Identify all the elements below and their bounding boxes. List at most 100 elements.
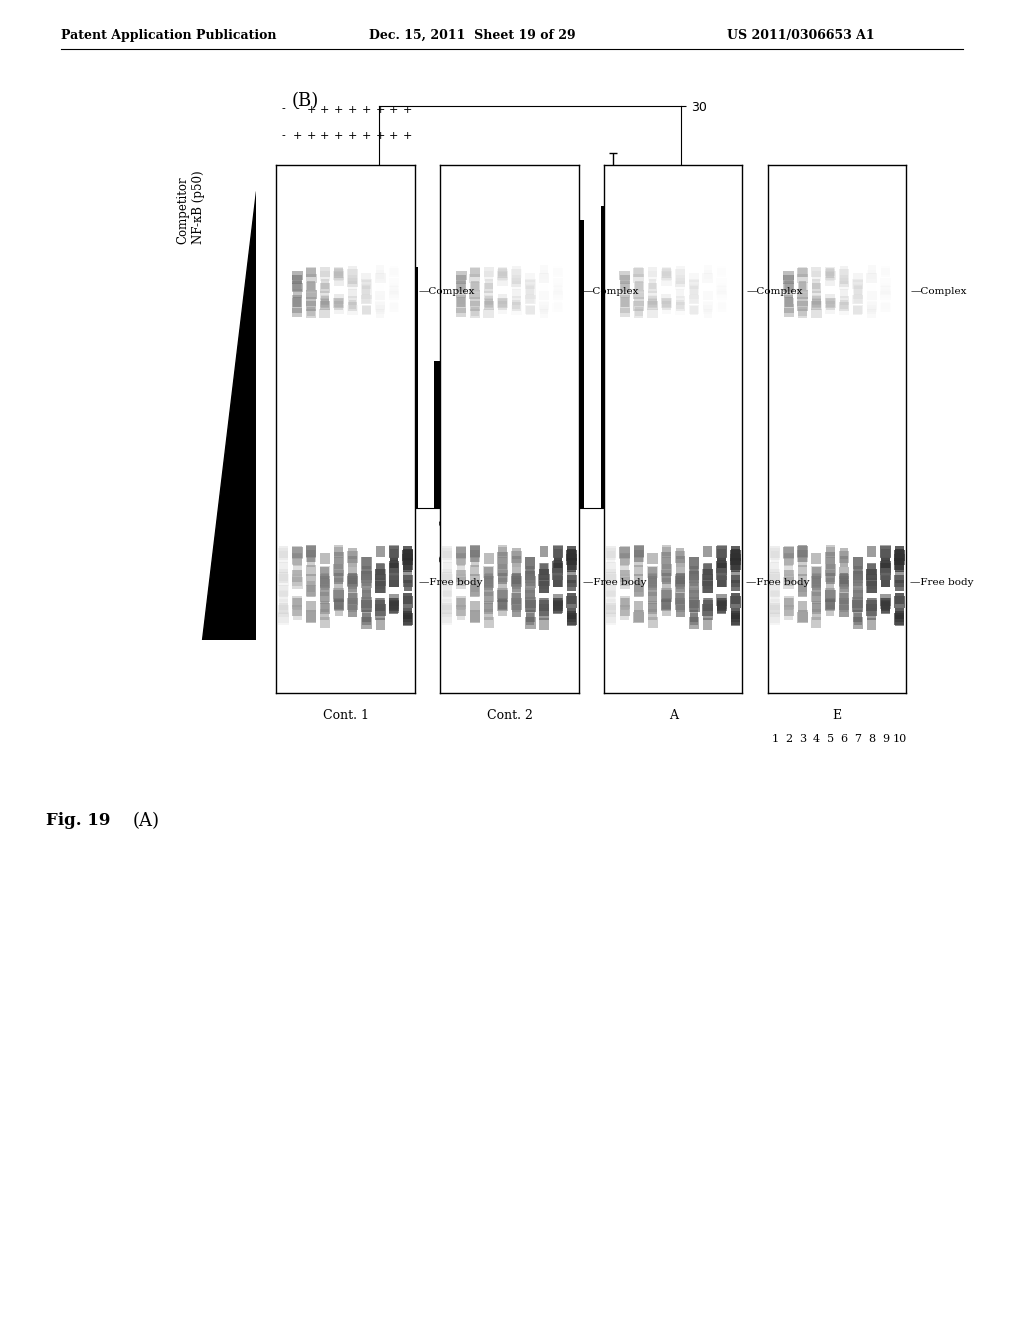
- Bar: [882, 549, 890, 561]
- Bar: [498, 269, 508, 279]
- Bar: [690, 612, 698, 624]
- Bar: [867, 271, 876, 280]
- Bar: [663, 546, 671, 558]
- Bar: [553, 568, 563, 579]
- Bar: [457, 281, 466, 290]
- Text: —Free body: —Free body: [746, 578, 810, 586]
- Bar: [512, 601, 521, 611]
- Bar: [881, 286, 891, 296]
- Text: +: +: [306, 104, 315, 115]
- Bar: [840, 548, 848, 560]
- Bar: [825, 294, 836, 304]
- Bar: [867, 564, 876, 576]
- Bar: [648, 300, 656, 309]
- Bar: [375, 301, 385, 310]
- Bar: [702, 302, 713, 312]
- Bar: [321, 272, 330, 281]
- Bar: [512, 581, 521, 591]
- Bar: [348, 573, 357, 585]
- Bar: [292, 271, 303, 280]
- Bar: [825, 599, 836, 610]
- Bar: [648, 578, 656, 590]
- Bar: [881, 598, 891, 610]
- Bar: [279, 611, 289, 623]
- Bar: [717, 598, 727, 610]
- Bar: [389, 576, 398, 587]
- Bar: [798, 586, 807, 598]
- Bar: [361, 289, 372, 298]
- Bar: [799, 556, 807, 566]
- Bar: [540, 305, 549, 314]
- Bar: [676, 593, 685, 603]
- Bar: [526, 285, 535, 294]
- Bar: [442, 572, 453, 583]
- Bar: [554, 549, 562, 561]
- Bar: [442, 599, 452, 610]
- Text: +: +: [306, 131, 315, 141]
- Bar: [306, 586, 315, 598]
- Bar: [334, 301, 343, 310]
- Bar: [689, 601, 698, 612]
- Text: +: +: [321, 131, 330, 141]
- Bar: [689, 618, 699, 628]
- Bar: [470, 546, 480, 558]
- Text: +: +: [389, 131, 398, 141]
- Bar: [306, 601, 315, 612]
- Bar: [620, 574, 630, 586]
- Bar: [389, 598, 398, 610]
- Bar: [539, 569, 549, 581]
- Bar: [389, 601, 398, 612]
- Bar: [840, 578, 848, 590]
- Bar: [306, 550, 315, 562]
- Bar: [881, 279, 891, 288]
- Bar: [499, 268, 507, 277]
- Text: Cont. 2: Cont. 2: [486, 709, 532, 722]
- Bar: [770, 603, 779, 614]
- Bar: [770, 585, 779, 597]
- Bar: [484, 578, 493, 590]
- Text: Cont. 1: Cont. 1: [323, 709, 369, 722]
- Text: +: +: [348, 104, 357, 115]
- Bar: [567, 615, 577, 626]
- Bar: [402, 549, 414, 561]
- Bar: [825, 277, 836, 286]
- Bar: [798, 574, 807, 586]
- Bar: [498, 557, 507, 569]
- Bar: [648, 284, 657, 293]
- Bar: [456, 570, 466, 582]
- Bar: [511, 269, 521, 279]
- Bar: [512, 300, 520, 309]
- Bar: [292, 577, 302, 589]
- Bar: [347, 552, 357, 562]
- Bar: [634, 545, 644, 557]
- Bar: [361, 294, 371, 304]
- Bar: [376, 562, 385, 574]
- Bar: [279, 585, 289, 597]
- Bar: [648, 593, 657, 605]
- Bar: [361, 305, 371, 314]
- Bar: [457, 297, 465, 306]
- Bar: [647, 301, 657, 310]
- Bar: [853, 280, 862, 289]
- Bar: [797, 273, 808, 282]
- Bar: [717, 560, 726, 572]
- Bar: [717, 599, 727, 611]
- Bar: [306, 574, 315, 586]
- Bar: [853, 284, 862, 293]
- Bar: [689, 557, 699, 569]
- Bar: [840, 281, 849, 290]
- Bar: [881, 564, 891, 576]
- Bar: [783, 275, 794, 284]
- Bar: [321, 601, 329, 612]
- Bar: [293, 605, 302, 616]
- Bar: [305, 289, 316, 298]
- Text: +: +: [361, 104, 371, 115]
- Bar: [293, 598, 301, 610]
- Bar: [812, 601, 820, 612]
- Bar: [498, 305, 508, 314]
- Bar: [540, 271, 548, 280]
- Bar: [882, 557, 890, 569]
- Bar: [293, 294, 302, 304]
- Bar: [812, 574, 821, 586]
- Bar: [798, 268, 807, 277]
